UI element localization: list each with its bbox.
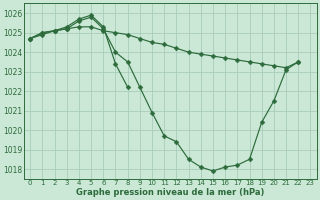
X-axis label: Graphe pression niveau de la mer (hPa): Graphe pression niveau de la mer (hPa): [76, 188, 265, 197]
